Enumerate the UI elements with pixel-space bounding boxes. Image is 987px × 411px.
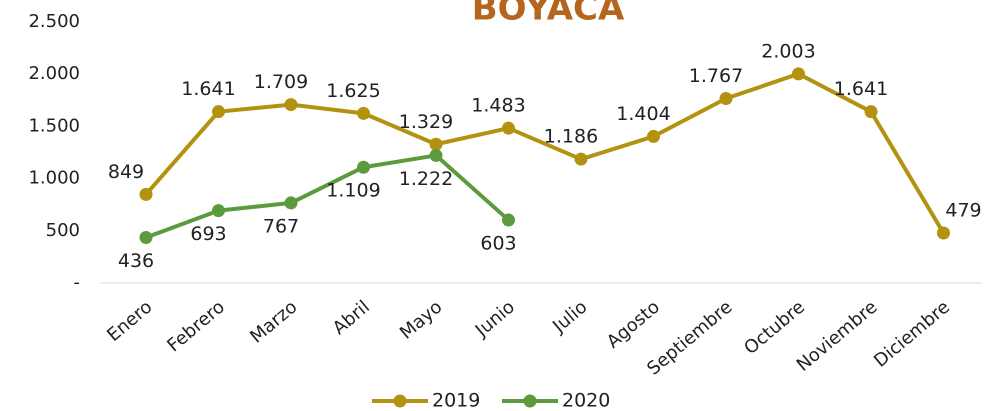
legend-label: 2019 <box>432 390 480 411</box>
x-tick-label: Diciembre <box>870 297 954 372</box>
x-tick-label: Julio <box>548 297 591 338</box>
data-point <box>937 226 950 239</box>
series-line <box>146 74 944 233</box>
data-label: 1.709 <box>254 71 308 93</box>
data-point <box>430 149 443 162</box>
data-label: 603 <box>480 233 516 255</box>
data-label: 1.641 <box>834 78 888 100</box>
y-tick-label: 1.500 <box>28 115 80 136</box>
y-tick-label: 2.500 <box>28 11 80 32</box>
chart: BOYACA - 500 1.000 1.500 2.000 2.500 EneroFebr… <box>0 0 987 411</box>
y-tick-label: 1.000 <box>28 168 80 189</box>
data-point <box>285 98 298 111</box>
data-point <box>140 188 153 201</box>
x-tick-label: Noviembre <box>793 297 882 376</box>
x-tick-label: Enero <box>103 297 156 346</box>
data-label: 767 <box>263 215 299 237</box>
data-point <box>792 67 805 80</box>
y-tick-label: 2.000 <box>28 63 80 84</box>
x-tick-label: Mayo <box>396 297 446 344</box>
chart-title: BOYACA <box>472 0 625 29</box>
legend-label: 2020 <box>562 390 610 411</box>
data-label: 1.625 <box>326 80 380 102</box>
data-point <box>212 204 225 217</box>
data-point <box>140 231 153 244</box>
y-tick-label: 500 <box>46 220 80 241</box>
data-point <box>720 92 733 105</box>
x-tick-label: Marzo <box>246 297 301 348</box>
data-point <box>502 122 515 135</box>
data-label: 1.186 <box>544 126 598 148</box>
data-point <box>502 214 515 227</box>
data-point <box>647 130 660 143</box>
data-label: 479 <box>945 199 981 221</box>
data-point <box>575 153 588 166</box>
legend-marker <box>394 395 407 408</box>
y-tick-label: - <box>74 272 81 293</box>
data-label: 1.222 <box>399 168 453 190</box>
data-point <box>357 107 370 120</box>
data-label: 1.404 <box>616 103 670 125</box>
x-tick-label: Abril <box>329 297 374 340</box>
data-label: 1.329 <box>399 111 453 133</box>
x-tick-label: Febrero <box>163 297 229 357</box>
data-point <box>357 161 370 174</box>
data-point <box>430 138 443 151</box>
data-label: 849 <box>108 161 144 183</box>
data-label: 2.003 <box>761 40 815 62</box>
data-label: 693 <box>190 223 226 245</box>
data-label: 1.767 <box>689 65 743 87</box>
data-point <box>212 105 225 118</box>
data-point <box>865 105 878 118</box>
x-tick-label: Agosto <box>603 297 664 353</box>
x-tick-label: Junio <box>471 297 519 342</box>
data-point <box>285 196 298 209</box>
x-tick-label: Octubre <box>740 297 809 359</box>
data-label: 1.641 <box>181 78 235 100</box>
data-label: 436 <box>118 250 154 272</box>
data-label: 1.483 <box>471 95 525 117</box>
data-label: 1.109 <box>326 180 380 202</box>
legend-marker <box>524 395 537 408</box>
